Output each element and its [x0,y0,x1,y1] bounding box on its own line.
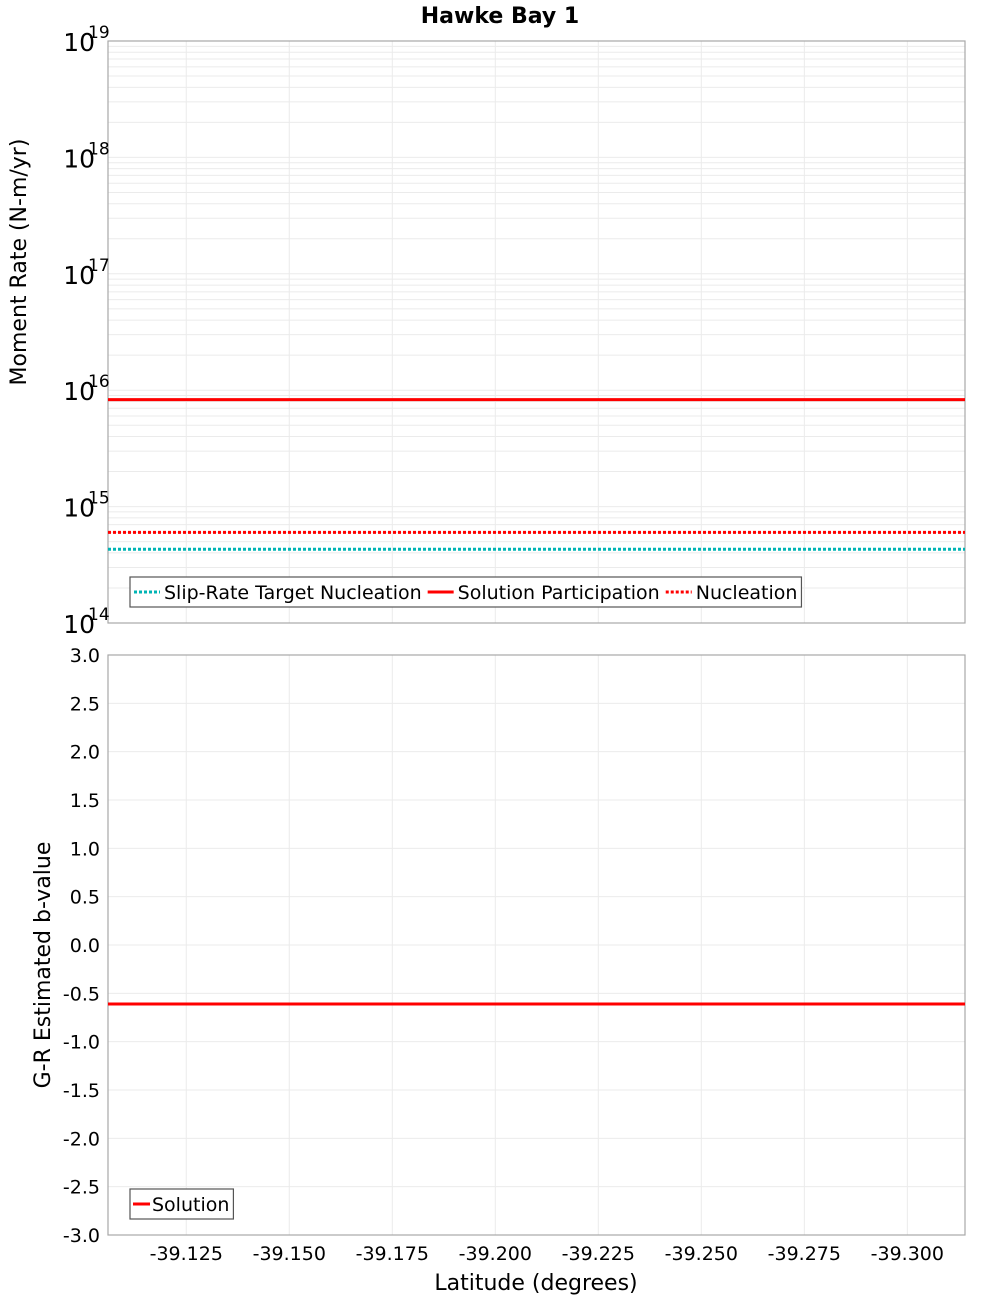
chart-title: Hawke Bay 1 [421,4,579,29]
b-value-plot: 3.0 2.5 2.0 1.5 1.0 0.5 0.0 -0.5 -1.0 -1.5 -2.0 -2.… [31,645,966,1296]
y-tick-exponent: 14 [88,605,110,625]
y-tick-exponent: 17 [88,256,110,276]
y-tick-exponent: 18 [88,139,110,159]
y-tick-exponent: 16 [88,372,110,392]
moment-rate-series [108,398,965,551]
b-value-legend: Solution [129,1188,235,1220]
y-tick-label: -2.5 [63,1177,100,1199]
y-tick-label: 2.5 [70,693,100,715]
x-tick-label: -39.300 [871,1243,944,1265]
y-tick-label: 10 [63,28,95,57]
x-tick-label: -39.125 [150,1243,223,1265]
y-tick-label: 10 [63,261,95,290]
y-tick-label: -1.5 [63,1080,100,1102]
b-value-plot-frame [107,654,966,1236]
x-tick-label: -39.175 [356,1243,429,1265]
legend-box [129,576,803,608]
latitude-x-axis-label: Latitude (degrees) [434,1271,637,1296]
legend-label: Solution Participation [458,582,660,604]
moment-rate-plot-frame [107,40,966,624]
y-tick-exponent: 19 [88,23,110,43]
moment-rate-legend: Slip-Rate Target Nucleation Solution Part… [129,576,803,608]
x-tick-label: -39.250 [665,1243,738,1265]
b-value-y-ticks: 3.0 2.5 2.0 1.5 1.0 0.5 0.0 -0.5 -1.0 -1.5 -2.0 -2.… [63,645,100,1247]
y-tick-label: -1.0 [63,1032,100,1054]
x-tick-label: -39.200 [459,1243,532,1265]
latitude-x-ticks: -39.125 -39.150 -39.175 -39.200 -39.225 -39.2… [150,1243,944,1265]
y-tick-label: 2.0 [70,742,100,764]
b-value-grid [108,654,965,1236]
b-value-y-axis-label: G-R Estimated b-value [31,842,56,1089]
legend-label: Solution [152,1194,229,1216]
x-tick-label: -39.275 [768,1243,841,1265]
moment-rate-grid [108,41,965,624]
legend-label: Nucleation [696,582,798,604]
x-tick-label: -39.150 [253,1243,326,1265]
legend-label: Slip-Rate Target Nucleation [164,582,422,604]
y-tick-label: 10 [63,610,95,639]
y-tick-label: 1.0 [70,838,100,860]
y-tick-label: 10 [63,377,95,406]
y-tick-label: 0.0 [70,935,100,957]
y-tick-label: 3.0 [70,645,100,667]
x-tick-label: -39.225 [562,1243,635,1265]
y-tick-label: 10 [63,144,95,173]
y-tick-label: -0.5 [63,983,100,1005]
y-tick-label: 0.5 [70,887,100,909]
y-tick-label: 10 [63,494,95,523]
y-tick-exponent: 15 [88,489,110,509]
y-tick-label: -2.0 [63,1128,100,1150]
moment-rate-y-axis-label: Moment Rate (N-m/yr) [7,139,32,386]
y-tick-label: -3.0 [63,1225,100,1247]
y-tick-label: 1.5 [70,790,100,812]
